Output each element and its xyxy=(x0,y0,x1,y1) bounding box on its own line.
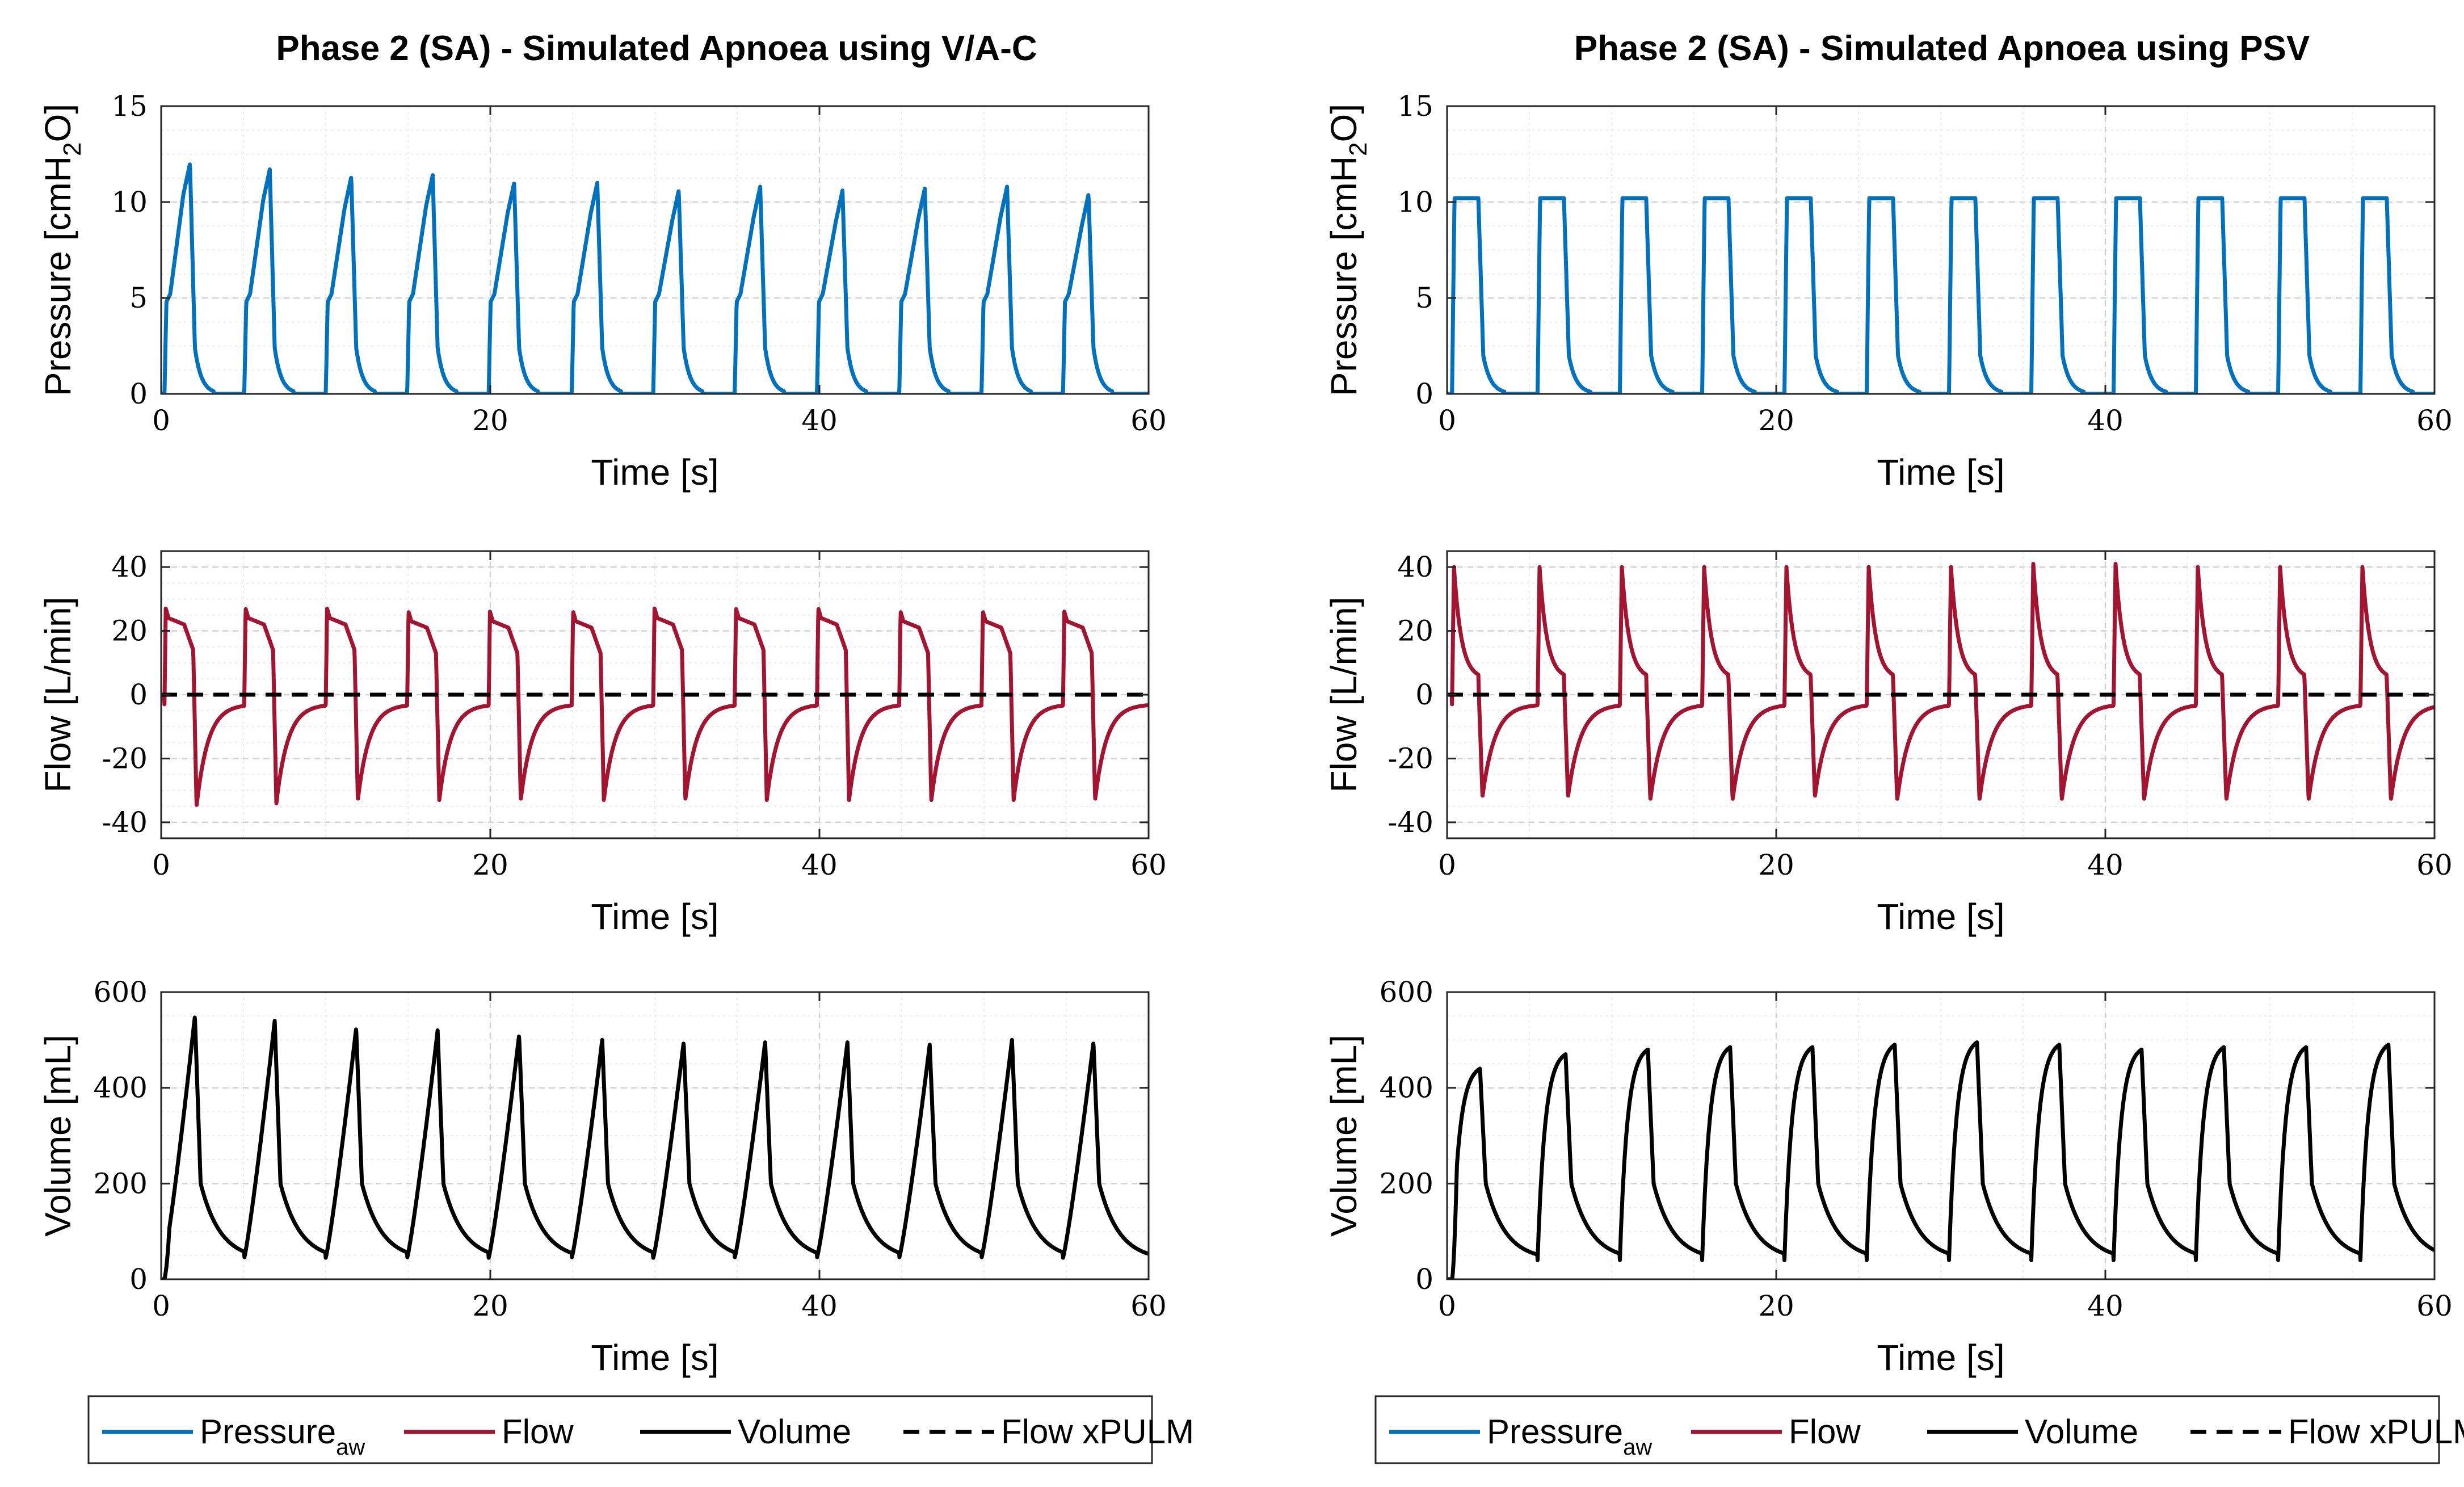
y-tick-label: 40 xyxy=(111,551,148,583)
column-title-vac: Phase 2 (SA) - Simulated Apnoea using V/… xyxy=(276,29,1037,68)
y-tick-label: 0 xyxy=(1415,1263,1433,1296)
y-axis-label: Volume [mL] xyxy=(37,1035,78,1237)
legend-label-flow: Flow xyxy=(1789,1413,1861,1451)
column-title-psv: Phase 2 (SA) - Simulated Apnoea using PS… xyxy=(1574,29,2310,68)
x-tick-label: 60 xyxy=(2416,1289,2453,1322)
y-axis-label: Volume [mL] xyxy=(1323,1035,1364,1237)
y-tick-label: 400 xyxy=(1380,1072,1433,1104)
legend-label-flow-xpulm: Flow xPULM xyxy=(2288,1413,2464,1451)
x-axis-label: Time [s] xyxy=(591,1337,718,1378)
pressure-line xyxy=(161,162,1149,394)
x-tick-label: 40 xyxy=(801,848,838,881)
x-tick-label: 20 xyxy=(1758,1289,1794,1322)
y-axis-label: Flow [L/min] xyxy=(37,597,78,793)
y-axis-label: Pressure [cmH2O] xyxy=(37,104,86,396)
x-tick-label: 60 xyxy=(1130,404,1167,437)
legend-box xyxy=(1374,1395,2440,1464)
x-axis-label: Time [s] xyxy=(591,896,718,937)
flow-line xyxy=(1447,562,2434,801)
x-tick-label: 20 xyxy=(1758,404,1794,437)
flow-vac-chart: 0 20 40 60 -40 -20 0 20 40 Time [s] Flow [L/min] xyxy=(37,550,1167,937)
flow-psv-chart: 0 20 40 60 -40 -20 0 20 40 Time [s] Flow [L/min] xyxy=(1323,550,2453,937)
y-tick-label: -40 xyxy=(1387,806,1433,839)
y-tick-label: 15 xyxy=(111,90,148,123)
x-tick-label: 0 xyxy=(1438,404,1456,437)
axes-frame xyxy=(1446,991,2436,1280)
y-tick-label: 0 xyxy=(129,1263,148,1296)
x-tick-label: 60 xyxy=(1130,848,1167,881)
x-tick-label: 20 xyxy=(472,404,508,437)
x-tick-label: 20 xyxy=(1758,848,1794,881)
y-tick-label: -20 xyxy=(102,742,148,775)
x-tick-label: 0 xyxy=(1438,1289,1456,1322)
x-tick-label: 20 xyxy=(472,1289,508,1322)
x-tick-label: 0 xyxy=(152,848,170,881)
y-tick-label: 0 xyxy=(1415,678,1433,711)
x-tick-label: 60 xyxy=(1130,1289,1167,1322)
y-tick-label: 20 xyxy=(1397,615,1433,648)
legend-label-pressure: Pressureaw xyxy=(1487,1413,1652,1460)
x-tick-label: 40 xyxy=(2087,404,2124,437)
y-tick-label: 10 xyxy=(1397,186,1433,219)
pressure-vac-chart: 0 20 40 60 0 5 10 15 Time [s] Pressure [cmH2O] xyxy=(37,90,1167,493)
legend-label-volume: Volume xyxy=(2025,1413,2138,1451)
y-tick-label: 200 xyxy=(1380,1167,1433,1200)
x-axis-label: Time [s] xyxy=(1877,896,2004,937)
y-tick-label: 10 xyxy=(111,186,148,219)
x-tick-label: 40 xyxy=(2087,1289,2124,1322)
x-tick-label: 20 xyxy=(472,848,508,881)
x-tick-label: 0 xyxy=(152,1289,170,1322)
x-tick-label: 0 xyxy=(152,404,170,437)
flow-line xyxy=(161,606,1149,807)
x-tick-label: 0 xyxy=(1438,848,1456,881)
axes-frame xyxy=(160,991,1150,1280)
legend-label-flow-xpulm: Flow xPULM xyxy=(1001,1413,1194,1451)
y-tick-label: 5 xyxy=(1415,282,1433,314)
y-tick-label: -40 xyxy=(102,806,148,839)
x-tick-label: 60 xyxy=(2416,848,2453,881)
y-tick-label: 0 xyxy=(1415,377,1433,410)
y-tick-label: 40 xyxy=(1397,551,1433,583)
legend-label-volume: Volume xyxy=(738,1413,851,1451)
y-tick-label: 600 xyxy=(94,976,148,1009)
legend-box xyxy=(87,1395,1153,1464)
y-tick-label: 600 xyxy=(1380,976,1433,1009)
x-tick-label: 40 xyxy=(801,404,838,437)
axes-frame xyxy=(1446,105,2436,395)
volume-line xyxy=(161,1015,1149,1279)
y-axis-label: Pressure [cmH2O] xyxy=(1323,104,1372,396)
x-tick-label: 40 xyxy=(801,1289,838,1322)
legend-psv: Pressureaw Flow Volume Flow xPULM xyxy=(1374,1395,2464,1464)
axes-frame xyxy=(160,105,1150,395)
y-tick-label: 5 xyxy=(129,282,148,314)
y-tick-label: 400 xyxy=(94,1072,148,1104)
y-tick-label: -20 xyxy=(1387,742,1433,775)
legend-vac: Pressureaw Flow Volume Flow xPULM xyxy=(87,1395,1194,1464)
pressure-psv-chart: 0 20 40 60 0 5 10 15 Time [s] Pressure [cmH2O] xyxy=(1323,90,2453,493)
volume-line xyxy=(1447,1040,2434,1279)
legend-label-pressure: Pressureaw xyxy=(200,1413,365,1460)
y-tick-label: 200 xyxy=(94,1167,148,1200)
y-tick-label: 15 xyxy=(1397,90,1433,123)
y-axis-label: Flow [L/min] xyxy=(1323,597,1364,793)
y-tick-label: 0 xyxy=(129,377,148,410)
legend-label-flow: Flow xyxy=(502,1413,574,1451)
x-axis-label: Time [s] xyxy=(591,452,718,493)
y-tick-label: 20 xyxy=(111,615,148,648)
x-axis-label: Time [s] xyxy=(1877,1337,2004,1378)
x-axis-label: Time [s] xyxy=(1877,452,2004,493)
y-tick-label: 0 xyxy=(129,678,148,711)
x-tick-label: 40 xyxy=(2087,848,2124,881)
x-tick-label: 60 xyxy=(2416,404,2453,437)
